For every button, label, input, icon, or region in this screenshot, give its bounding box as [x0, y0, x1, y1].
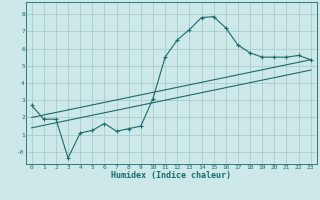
X-axis label: Humidex (Indice chaleur): Humidex (Indice chaleur) [111, 171, 231, 180]
